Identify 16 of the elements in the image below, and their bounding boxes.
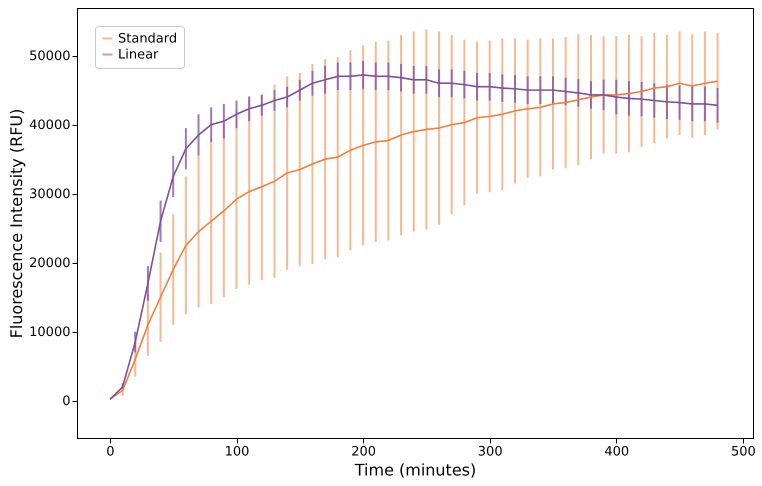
y-tick-label: 30000 [29, 187, 70, 202]
x-axis-title: Time (minutes) [354, 460, 476, 480]
x-tick-label: 400 [604, 444, 630, 460]
x-tick-label: 0 [106, 444, 115, 460]
y-tick-label: 50000 [29, 49, 70, 64]
x-tick-label: 100 [224, 444, 250, 460]
y-tick-label: 20000 [29, 256, 70, 272]
y-tick-label: 0 [62, 394, 70, 410]
x-tick-label: 200 [351, 444, 376, 460]
legend-label: Standard [118, 32, 178, 46]
y-axis-title: Fluorescence Intensity (RFU) [7, 108, 26, 338]
y-tick-label: 40000 [29, 118, 70, 134]
legend-label: Linear [118, 48, 160, 62]
x-tick-label: 300 [478, 444, 503, 460]
x-tick-label: 500 [730, 444, 756, 460]
y-tick-label: 10000 [29, 325, 70, 340]
